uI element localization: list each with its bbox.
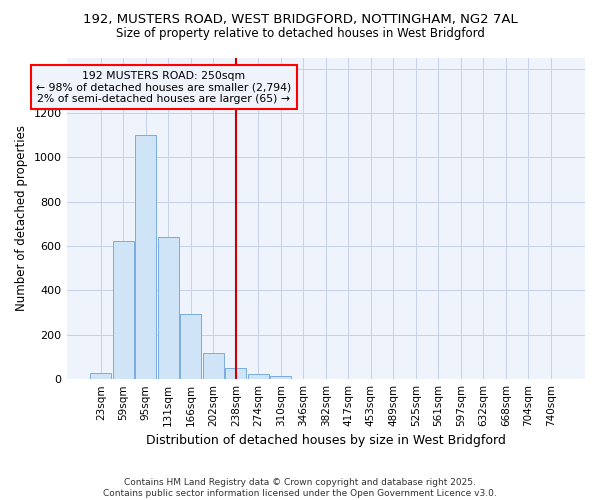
Bar <box>90 372 112 379</box>
Text: Contains HM Land Registry data © Crown copyright and database right 2025.
Contai: Contains HM Land Registry data © Crown c… <box>103 478 497 498</box>
Bar <box>158 237 179 379</box>
Text: Size of property relative to detached houses in West Bridgford: Size of property relative to detached ho… <box>116 28 484 40</box>
Text: 192 MUSTERS ROAD: 250sqm
← 98% of detached houses are smaller (2,794)
2% of semi: 192 MUSTERS ROAD: 250sqm ← 98% of detach… <box>36 71 292 104</box>
Text: 192, MUSTERS ROAD, WEST BRIDGFORD, NOTTINGHAM, NG2 7AL: 192, MUSTERS ROAD, WEST BRIDGFORD, NOTTI… <box>83 12 517 26</box>
Bar <box>180 314 202 379</box>
Bar <box>203 352 224 379</box>
Bar <box>248 374 269 379</box>
Bar <box>225 368 247 379</box>
Bar <box>135 135 157 379</box>
Bar <box>113 240 134 379</box>
Bar <box>270 376 292 379</box>
Y-axis label: Number of detached properties: Number of detached properties <box>15 126 28 312</box>
X-axis label: Distribution of detached houses by size in West Bridgford: Distribution of detached houses by size … <box>146 434 506 448</box>
